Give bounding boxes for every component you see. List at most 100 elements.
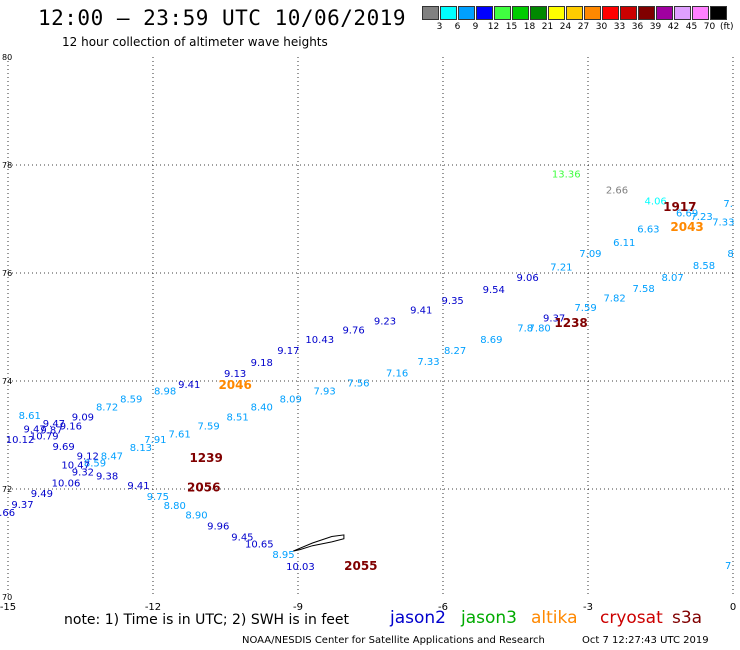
swh-value: 10.03	[286, 562, 315, 573]
satellite-cryosat: cryosat	[600, 608, 663, 628]
swh-value: 9.09	[72, 412, 94, 423]
x-tick-label: -3	[583, 602, 593, 613]
legend-label: 33	[613, 22, 626, 32]
pass-time-label: 2056	[187, 481, 220, 495]
legend-swatch	[584, 6, 601, 20]
swh-value: 8.27	[444, 346, 466, 357]
swh-value: 10.43	[305, 335, 334, 346]
swh-value: 8.47	[101, 451, 123, 462]
swh-value: 6.69	[676, 208, 698, 219]
swh-value: 10.12	[6, 435, 35, 446]
swh-value: 7	[725, 561, 731, 572]
legend-label: 42	[667, 22, 680, 32]
swh-value: 13.36	[552, 169, 581, 180]
swh-value: 8.40	[251, 403, 273, 414]
legend-swatch	[422, 6, 439, 20]
legend-swatch	[494, 6, 511, 20]
swh-value: 10.06	[52, 478, 81, 489]
swh-value: 8.95	[272, 550, 294, 561]
legend-swatch	[620, 6, 637, 20]
swh-value: 9.49	[31, 489, 53, 500]
swh-value: 9.69	[52, 442, 74, 453]
swh-value: 8.51	[226, 412, 248, 423]
swh-value: 9.16	[60, 422, 82, 433]
swh-value: 8	[727, 249, 733, 260]
swh-value: 7.8	[517, 323, 533, 334]
footer-credit: NOAA/NESDIS Center for Satellite Applica…	[242, 635, 545, 646]
swh-value: 7.59	[574, 303, 596, 314]
swh-value: 8.80	[164, 501, 186, 512]
pass-time-label: 1917	[663, 200, 696, 214]
legend-swatch	[692, 6, 709, 20]
swh-value: 9.75	[147, 492, 169, 503]
swh-value: 9.41	[410, 306, 432, 317]
legend-label: 6	[454, 22, 461, 32]
island-outline	[293, 534, 345, 552]
swh-value: 8.07	[661, 273, 683, 284]
legend-label: 21	[541, 22, 554, 32]
y-tick-label: 72	[2, 485, 12, 494]
swh-value: 9.47	[43, 419, 65, 430]
legend-swatch	[674, 6, 691, 20]
swh-value: 8.59	[120, 395, 142, 406]
satellite-jason3: jason3	[461, 608, 517, 628]
swh-value: 9.47	[23, 424, 45, 435]
swh-value: 9.54	[483, 285, 505, 296]
pass-time-label: 1239	[189, 451, 222, 465]
swh-value: 9.32	[72, 468, 94, 479]
legend-swatch	[548, 6, 565, 20]
swh-value: 8.98	[154, 387, 176, 398]
legend-label: 30	[595, 22, 608, 32]
swh-value: 6.11	[613, 238, 635, 249]
swh-value: 10.79	[30, 431, 59, 442]
swh-value: 9.12	[77, 451, 99, 462]
map-title: 12:00 — 23:59 UTC 10/06/2019	[38, 6, 407, 30]
pass-time-label: 2046	[218, 378, 251, 392]
y-tick-label: 70	[2, 593, 12, 602]
swh-value: 9.06	[516, 273, 538, 284]
legend-label: 12	[487, 22, 500, 32]
swh-value: 9.38	[96, 471, 118, 482]
swh-value: 7.82	[603, 294, 625, 305]
legend-swatch	[512, 6, 529, 20]
pass-time-label: 1238	[554, 316, 587, 330]
legend-swatch	[458, 6, 475, 20]
footnote: note: 1) Time is in UTC; 2) SWH is in fe…	[64, 612, 350, 628]
map-subtitle: 12 hour collection of altimeter wave hei…	[62, 35, 328, 49]
legend-label: 15	[505, 22, 518, 32]
swh-value: 9.87	[40, 425, 62, 436]
legend-swatch	[602, 6, 619, 20]
swh-value: 7.33	[712, 217, 734, 228]
swh-value: 8.90	[185, 511, 207, 522]
swh-value: 9.37	[543, 314, 565, 325]
x-tick-label: -9	[293, 602, 303, 613]
legend-label: 24	[559, 22, 572, 32]
y-tick-label: 80	[2, 53, 12, 62]
swh-value: 9.23	[374, 316, 396, 327]
satellite-jason2: jason2	[390, 608, 446, 628]
swh-value: 10.66	[0, 508, 15, 519]
legend-label: 18	[523, 22, 536, 32]
swh-value: 7.61	[168, 430, 190, 441]
swh-value: 9.17	[277, 346, 299, 357]
swh-value: 8.58	[693, 261, 715, 272]
satellite-altika: altika	[531, 608, 578, 628]
swh-value: 2.66	[606, 186, 628, 197]
x-tick-label: 0	[730, 602, 736, 613]
swh-value: 7.33	[417, 357, 439, 368]
swh-value: 7.59	[197, 422, 219, 433]
swh-value: 8.59	[84, 458, 106, 469]
legend-label: 45	[685, 22, 698, 32]
swh-value: 9.41	[127, 481, 149, 492]
swh-value: 9.96	[207, 522, 229, 533]
x-tick-label: -12	[145, 602, 161, 613]
legend-label: 39	[649, 22, 662, 32]
swh-value: 8.13	[130, 443, 152, 454]
legend-swatch	[530, 6, 547, 20]
y-tick-label: 74	[2, 377, 12, 386]
y-tick-label: 78	[2, 161, 12, 170]
legend-label: 36	[631, 22, 644, 32]
swh-value: 7.21	[550, 262, 572, 273]
y-tick-label: 76	[2, 269, 12, 278]
footer-timestamp: Oct 7 12:27:43 UTC 2019	[582, 635, 709, 646]
